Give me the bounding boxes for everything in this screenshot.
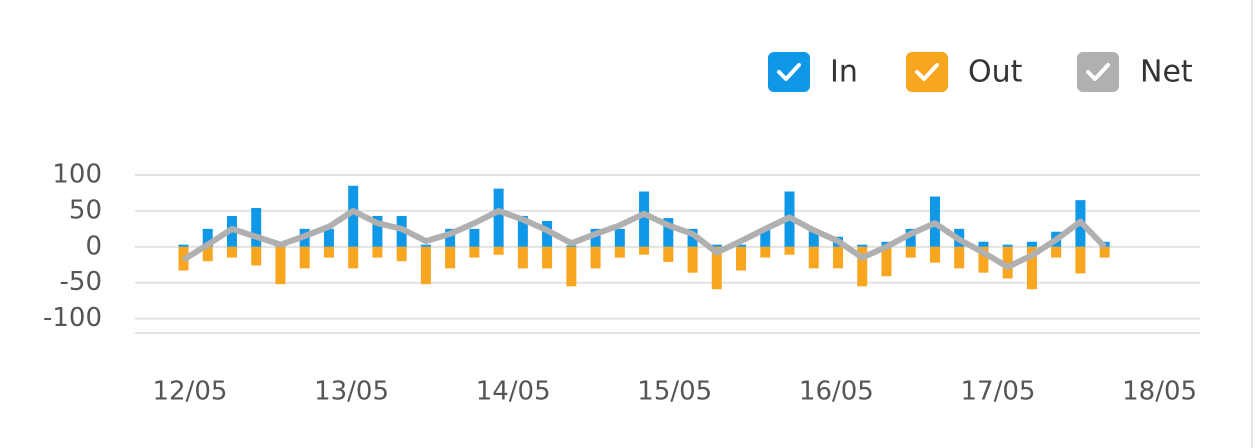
- bar: [711, 246, 722, 290]
- bar: [590, 246, 601, 269]
- checkmark: [915, 63, 939, 81]
- bar: [372, 246, 383, 258]
- legend: In Out Net: [768, 52, 1193, 92]
- bar: [348, 185, 359, 247]
- x-tick-label: 17/05: [961, 377, 1036, 407]
- bar: [905, 246, 916, 258]
- x-tick-label: 15/05: [637, 377, 712, 407]
- bar: [396, 246, 407, 262]
- bar: [614, 246, 625, 258]
- x-tick-label: 16/05: [799, 377, 874, 407]
- bar: [202, 228, 213, 247]
- y-tick-label: -100: [43, 303, 102, 333]
- bar: [832, 246, 843, 269]
- bar: [251, 208, 262, 247]
- y-tick-label: 0: [85, 231, 102, 261]
- legend-item[interactable]: In: [768, 52, 858, 92]
- bar: [614, 228, 625, 247]
- bar: [663, 246, 674, 262]
- line: [181, 207, 1107, 270]
- bar: [1051, 246, 1062, 258]
- bar: [736, 246, 747, 271]
- bar: [323, 228, 334, 247]
- bar: [881, 246, 892, 277]
- bar: [857, 244, 868, 247]
- bar: [517, 215, 528, 247]
- bar: [202, 246, 213, 262]
- bar: [954, 246, 965, 269]
- y-tick-label: -50: [60, 267, 102, 297]
- bar: [1026, 246, 1037, 290]
- bar: [978, 246, 989, 273]
- legend-checkbox[interactable]: [768, 52, 810, 92]
- bar: [420, 244, 431, 247]
- bar: [469, 246, 480, 258]
- bar: [784, 246, 795, 255]
- bar: [639, 191, 650, 247]
- bar: [517, 246, 528, 269]
- bar: [542, 246, 553, 269]
- bar: [178, 244, 189, 247]
- bar: [687, 228, 698, 247]
- bar: [348, 246, 359, 269]
- checkmark: [1086, 63, 1110, 81]
- bar: [760, 246, 771, 258]
- x-tick-label: 18/05: [1122, 377, 1197, 407]
- legend-label: Out: [968, 55, 1023, 90]
- x-tick-label: 12/05: [152, 377, 227, 407]
- bar: [760, 228, 771, 247]
- bar: [542, 220, 553, 247]
- bar: [1099, 246, 1110, 258]
- legend-label: In: [830, 55, 858, 90]
- bar: [736, 244, 747, 247]
- bar: [978, 241, 989, 247]
- bar: [1002, 244, 1013, 247]
- bar: [929, 246, 940, 263]
- y-tick-label: 50: [69, 195, 102, 225]
- checkmark: [777, 63, 801, 81]
- x-tick-label: 14/05: [476, 377, 551, 407]
- bar: [663, 218, 674, 247]
- bar: [299, 246, 310, 269]
- bar: [1002, 246, 1013, 279]
- bar: [905, 228, 916, 247]
- bar: [1075, 246, 1086, 274]
- bar: [420, 246, 431, 285]
- bar: [566, 246, 577, 287]
- legend-item[interactable]: Net: [1077, 52, 1193, 92]
- bar: [445, 228, 456, 247]
- bar: [1026, 241, 1037, 247]
- y-tick-label: 100: [52, 160, 102, 190]
- legend-checkbox[interactable]: [1077, 52, 1119, 92]
- bar: [226, 246, 237, 258]
- bar: [493, 188, 504, 247]
- bar: [251, 246, 262, 266]
- bar: [808, 228, 819, 247]
- bar: [372, 215, 383, 247]
- bar: [469, 228, 480, 247]
- bar: [590, 228, 601, 247]
- bar: [445, 246, 456, 269]
- bar: [711, 244, 722, 247]
- legend-item[interactable]: Out: [906, 52, 1023, 92]
- bar: [275, 246, 286, 285]
- legend-checkbox[interactable]: [906, 52, 948, 92]
- bar: [493, 246, 504, 255]
- bar: [808, 246, 819, 269]
- bar: [857, 246, 868, 287]
- bar: [323, 246, 334, 258]
- legend-label: Net: [1140, 55, 1193, 90]
- x-tick-label: 13/05: [314, 377, 389, 407]
- bar: [639, 246, 650, 255]
- bar: [687, 246, 698, 273]
